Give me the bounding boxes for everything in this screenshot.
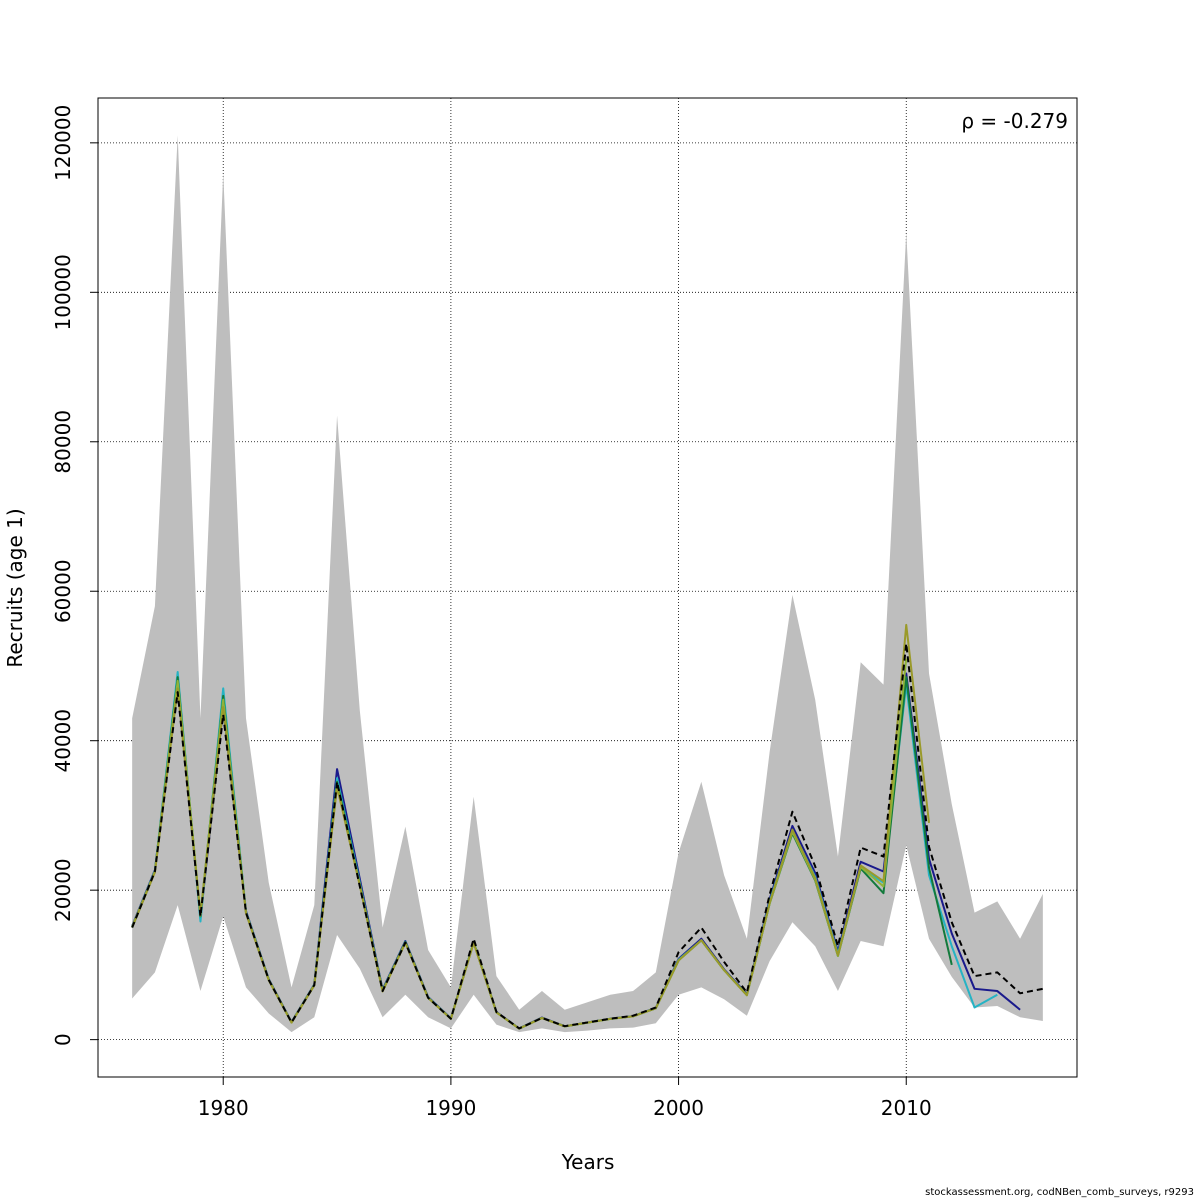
source-credit: stockassessment.org, codNBen_comb_survey… <box>925 1187 1194 1198</box>
y-tick-label: 60000 <box>51 559 75 623</box>
y-tick-label: 0 <box>51 1033 75 1046</box>
rho-annotation: ρ = -0.279 <box>961 109 1068 133</box>
y-tick-label: 40000 <box>51 709 75 773</box>
y-tick-label: 100000 <box>51 254 75 330</box>
x-axis-label: Years <box>561 1150 615 1174</box>
y-axis-label: Recruits (age 1) <box>3 508 27 667</box>
y-tick-label: 80000 <box>51 410 75 474</box>
y-axis: 0 20000 40000 60000 80000 100000 120000 <box>51 105 98 1046</box>
x-tick-label: 1980 <box>198 1096 249 1120</box>
x-axis: 1980 1990 2000 2010 <box>198 1076 932 1120</box>
x-tick-label: 2000 <box>653 1096 704 1120</box>
series-line <box>131 642 1044 1030</box>
y-tick-label: 20000 <box>51 858 75 922</box>
confidence-band <box>132 135 1043 1033</box>
series-lines <box>131 623 1044 1030</box>
x-tick-label: 1990 <box>425 1096 476 1120</box>
x-tick-label: 2010 <box>881 1096 932 1120</box>
y-tick-label: 120000 <box>51 105 75 181</box>
